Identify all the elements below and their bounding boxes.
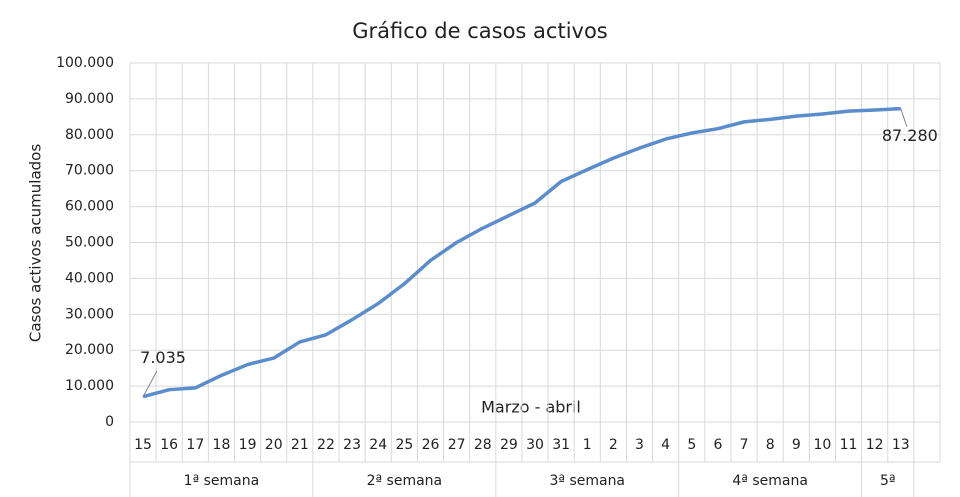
data-label: 7.035	[140, 348, 186, 367]
y-tick-label: 60.000	[65, 199, 114, 215]
x-tick-label: 15	[134, 437, 152, 453]
group-label: 2ª semana	[367, 473, 443, 489]
x-tick-label: 8	[766, 437, 775, 453]
chart-title: Gráfico de casos activos	[352, 19, 608, 43]
y-tick-label: 40.000	[65, 270, 114, 286]
data-label: 87.280	[882, 126, 938, 145]
y-tick-label: 80.000	[65, 127, 114, 143]
y-tick-label: 90.000	[65, 91, 114, 107]
group-label: 1ª semana	[184, 473, 260, 489]
x-tick-label: 1	[583, 437, 592, 453]
leader-line	[142, 370, 158, 397]
x-tick-label: 10	[814, 437, 832, 453]
x-tick-label: 23	[343, 437, 361, 453]
y-tick-label: 50.000	[65, 235, 114, 251]
y-tick-label: 20.000	[65, 342, 114, 358]
group-label: 4ª semana	[732, 473, 808, 489]
x-tick-label: 17	[186, 437, 204, 453]
x-tick-label: 3	[635, 437, 644, 453]
x-tick-label: 7	[740, 437, 749, 453]
x-tick-label: 19	[239, 437, 257, 453]
x-tick-label: 16	[160, 437, 178, 453]
x-tick-label: 20	[265, 437, 283, 453]
leader-line	[900, 108, 908, 127]
x-tick-label: 4	[661, 437, 670, 453]
x-tick-label: 29	[500, 437, 518, 453]
x-tick-label: 2	[609, 437, 618, 453]
x-tick-label: 6	[713, 437, 722, 453]
y-tick-label: 100.000	[56, 55, 114, 71]
x-tick-label: 31	[552, 437, 570, 453]
x-tick-label: 13	[892, 437, 910, 453]
x-tick-label: 22	[317, 437, 335, 453]
x-tick-label: 5	[687, 437, 696, 453]
y-tick-label: 0	[105, 414, 114, 430]
x-tick-label: 21	[291, 437, 309, 453]
group-label: 3ª semana	[549, 473, 625, 489]
x-tick-label: 25	[395, 437, 413, 453]
data-line	[142, 106, 901, 399]
x-tick-label: 26	[422, 437, 440, 453]
y-tick-label: 10.000	[65, 378, 114, 394]
x-tick-label: 9	[792, 437, 801, 453]
group-label: 5ª	[880, 473, 896, 489]
x-tick-label: 24	[369, 437, 387, 453]
x-tick-label: 18	[213, 437, 231, 453]
x-tick-label: 28	[474, 437, 492, 453]
y-axis-label: Casos activos acumulados	[27, 144, 45, 342]
y-tick-label: 30.000	[65, 306, 114, 322]
x-axis-label: Marzo - abril	[481, 398, 581, 417]
x-tick-label: 27	[448, 437, 466, 453]
y-tick-label: 70.000	[65, 163, 114, 179]
x-tick-label: 12	[866, 437, 884, 453]
x-tick-label: 30	[526, 437, 544, 453]
x-tick-label: 11	[840, 437, 858, 453]
